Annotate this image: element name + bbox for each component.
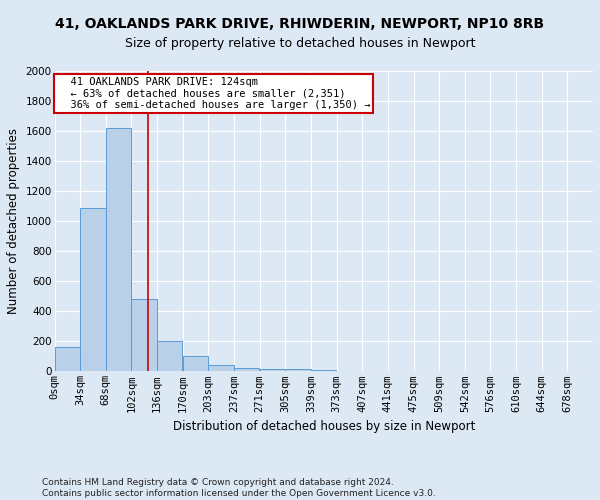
X-axis label: Distribution of detached houses by size in Newport: Distribution of detached houses by size … <box>173 420 475 433</box>
Bar <box>260 369 285 372</box>
Bar <box>311 370 337 372</box>
Text: 41, OAKLANDS PARK DRIVE, RHIWDERIN, NEWPORT, NP10 8RB: 41, OAKLANDS PARK DRIVE, RHIWDERIN, NEWP… <box>55 18 545 32</box>
Bar <box>106 128 131 372</box>
Y-axis label: Number of detached properties: Number of detached properties <box>7 128 20 314</box>
Bar <box>286 369 311 372</box>
Bar <box>157 342 182 372</box>
Text: Contains HM Land Registry data © Crown copyright and database right 2024.
Contai: Contains HM Land Registry data © Crown c… <box>42 478 436 498</box>
Bar <box>80 208 106 372</box>
Bar <box>183 356 208 372</box>
Bar <box>208 365 234 372</box>
Text: Size of property relative to detached houses in Newport: Size of property relative to detached ho… <box>125 38 475 51</box>
Bar <box>131 300 157 372</box>
Bar <box>234 368 259 372</box>
Text: 41 OAKLANDS PARK DRIVE: 124sqm
  ← 63% of detached houses are smaller (2,351)
  : 41 OAKLANDS PARK DRIVE: 124sqm ← 63% of … <box>58 77 370 110</box>
Bar <box>55 348 80 372</box>
